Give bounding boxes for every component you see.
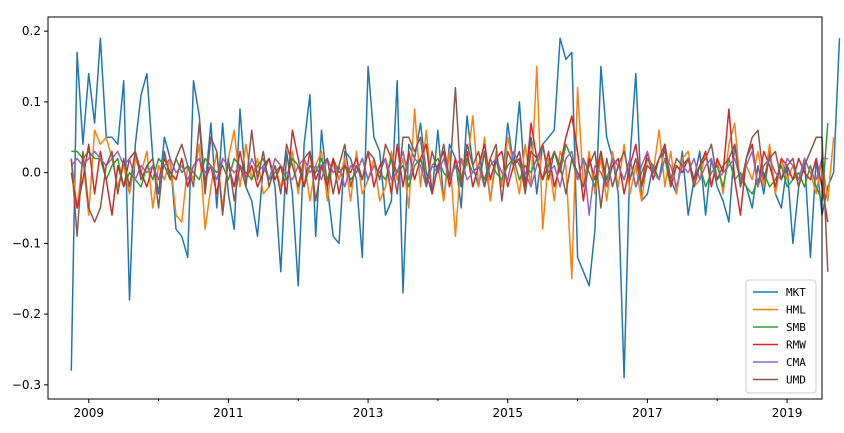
y-tick-label: 0.1 <box>22 95 41 109</box>
y-tick-label: 0.2 <box>22 24 41 38</box>
legend-label-hml: HML <box>786 304 806 317</box>
legend-label-rmw: RMW <box>786 339 806 352</box>
x-tick-label: 2015 <box>492 406 523 420</box>
legend-label-umd: UMD <box>786 374 806 387</box>
plot-lines <box>70 37 841 379</box>
legend: MKT HML SMB RMW CMA UMD <box>745 279 817 394</box>
x-tick-label: 2009 <box>73 406 104 420</box>
axes-frame <box>47 16 823 400</box>
series-line-umd <box>70 86 829 272</box>
y-tick-label: 0.0 <box>22 166 41 180</box>
x-tick-label: 2019 <box>772 406 803 420</box>
x-tick-label: 2011 <box>213 406 244 420</box>
legend-label-mkt: MKT <box>786 286 806 299</box>
legend-label-smb: SMB <box>786 321 806 334</box>
y-axis: 0.2 0.1 0.0 −0.1 −0.2 −0.3 <box>12 24 48 392</box>
x-tick-label: 2017 <box>632 406 663 420</box>
y-tick-label: −0.3 <box>12 378 41 392</box>
legend-box <box>745 279 817 394</box>
y-tick-label: −0.1 <box>12 236 41 250</box>
x-tick-label: 2013 <box>353 406 384 420</box>
y-tick-label: −0.2 <box>12 307 41 321</box>
legend-label-cma: CMA <box>786 356 806 369</box>
x-axis: 2009 2011 2013 2015 2017 2019 <box>73 399 802 420</box>
